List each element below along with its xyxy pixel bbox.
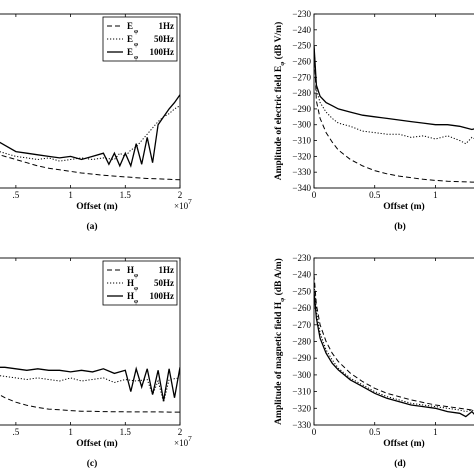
y-tick-label: −230 <box>292 253 311 263</box>
chart-panel-c: .5 1 1.5 2 Offset (m) ×10 7 Hφ 1Hz Hφ 50Hz Hφ 100Hz (… <box>0 257 192 469</box>
series-line-1 <box>0 105 180 162</box>
legend-entry-0: E <box>127 21 133 31</box>
x-axis-multiplier: ×10 <box>174 438 189 448</box>
chart-panel-a: .5 1 1.5 2 Offset (m) ×10 7 Eφ 1Hz Eφ 50Hz Eφ 100Hz (… <box>0 13 192 232</box>
y-tick-label: −300 <box>292 120 311 130</box>
legend-entry-sub-0: φ <box>134 28 138 35</box>
x-tick-label: 0 <box>312 190 317 200</box>
x-tick-label: 0 <box>312 427 317 437</box>
chart-panel-b: 0 0.5 1 −340 −330 −320 −310 −300 −290 −280 −270 −26… <box>273 9 474 232</box>
panel-label: (d) <box>394 458 406 469</box>
y-tick-label: −270 <box>292 320 311 330</box>
series-line-1 <box>314 45 474 145</box>
legend-box <box>102 16 178 62</box>
legend-entry-sub-0: φ <box>134 272 138 279</box>
legend-entry-1: H <box>127 278 134 288</box>
series-line-2 <box>314 45 474 131</box>
y-tick-label: −310 <box>292 136 311 146</box>
x-tick-label: 1.5 <box>120 190 132 200</box>
x-tick-label: 1 <box>68 427 73 437</box>
legend-entry-freq-1: 50Hz <box>154 34 174 44</box>
y-tick-label: −250 <box>292 286 311 296</box>
x-tick-label: .5 <box>13 427 20 437</box>
axes-frame <box>313 13 474 189</box>
series-line-2 <box>0 94 180 168</box>
y-tick-label: −320 <box>292 151 311 161</box>
x-tick-label: .5 <box>13 190 20 200</box>
x-tick-label: 1 <box>433 427 438 437</box>
legend-entry-2: H <box>127 291 134 301</box>
x-tick-label: 0.5 <box>369 190 381 200</box>
x-tick-label: 2 <box>178 427 183 437</box>
y-tick-label: −230 <box>292 9 311 19</box>
chart-panel-d: 0 0.5 1 −330 −320 −310 −300 −290 −280 −270 −260 −25… <box>273 253 474 469</box>
y-tick-label: −280 <box>292 337 311 347</box>
legend-entry-freq-0: 1Hz <box>159 265 175 275</box>
legend-entry-freq-1: 50Hz <box>154 278 174 288</box>
y-tick-label: −240 <box>292 25 311 35</box>
x-axis-multiplier-exponent: 7 <box>188 197 192 206</box>
series-line-1 <box>314 283 474 413</box>
y-tick-label: −320 <box>292 403 311 413</box>
y-tick-label: −250 <box>292 41 311 51</box>
y-tick-label: −340 <box>292 183 311 193</box>
y-tick-label: −290 <box>292 353 311 363</box>
x-axis-label: Offset (m) <box>383 438 424 449</box>
legend-entry-2: E <box>127 47 133 57</box>
axes-frame <box>0 13 181 189</box>
x-axis-label: Offset (m) <box>76 438 117 449</box>
series-line-2 <box>314 291 474 418</box>
y-tick-label: −330 <box>292 420 311 430</box>
y-axis-label: Amplitude of electric field Eφ (dB V/m) <box>273 22 286 181</box>
y-tick-label: −290 <box>292 104 311 114</box>
legend-entry-freq-0: 1Hz <box>159 21 175 31</box>
x-axis-multiplier: ×10 <box>174 201 189 211</box>
series-line-1 <box>0 375 180 403</box>
y-axis-label: Amplitude of magnetic field Hφ (dB A/m) <box>273 258 286 425</box>
y-tick-label: −330 <box>292 167 311 177</box>
legend-entry-freq-2: 100Hz <box>150 47 175 57</box>
legend-entry-sub-1: φ <box>134 41 138 48</box>
x-axis-label: Offset (m) <box>383 201 424 212</box>
panel-label: (b) <box>394 221 406 232</box>
x-tick-label: 2 <box>178 190 183 200</box>
legend-entry-sub-2: φ <box>134 54 138 61</box>
y-tick-label: −280 <box>292 88 311 98</box>
legend-entry-sub-2: φ <box>134 298 138 305</box>
x-axis-multiplier-exponent: 7 <box>188 434 192 443</box>
series-line-2 <box>0 366 180 401</box>
y-tick-label: −260 <box>292 56 311 66</box>
series-line-0 <box>314 274 474 411</box>
legend-entry-1: E <box>127 34 133 44</box>
series-line-0 <box>314 45 474 183</box>
y-tick-label: −240 <box>292 270 311 280</box>
axes-frame <box>0 257 181 426</box>
y-tick-label: −260 <box>292 303 311 313</box>
x-tick-label: 1.5 <box>120 427 132 437</box>
panel-label: (c) <box>87 458 98 469</box>
y-tick-label: −300 <box>292 370 311 380</box>
series-line-0 <box>0 394 180 413</box>
series-line-0 <box>0 154 180 181</box>
panel-label: (a) <box>86 221 97 232</box>
legend-entry-sub-1: φ <box>134 285 138 292</box>
x-axis-label: Offset (m) <box>76 201 117 212</box>
legend-entry-0: H <box>127 265 134 275</box>
y-tick-label: −270 <box>292 72 311 82</box>
legend-box <box>102 260 178 306</box>
x-tick-label: 0.5 <box>369 427 381 437</box>
x-tick-label: 1 <box>433 190 438 200</box>
x-tick-label: 1 <box>68 190 73 200</box>
y-tick-label: −310 <box>292 387 311 397</box>
legend-entry-freq-2: 100Hz <box>150 291 175 301</box>
